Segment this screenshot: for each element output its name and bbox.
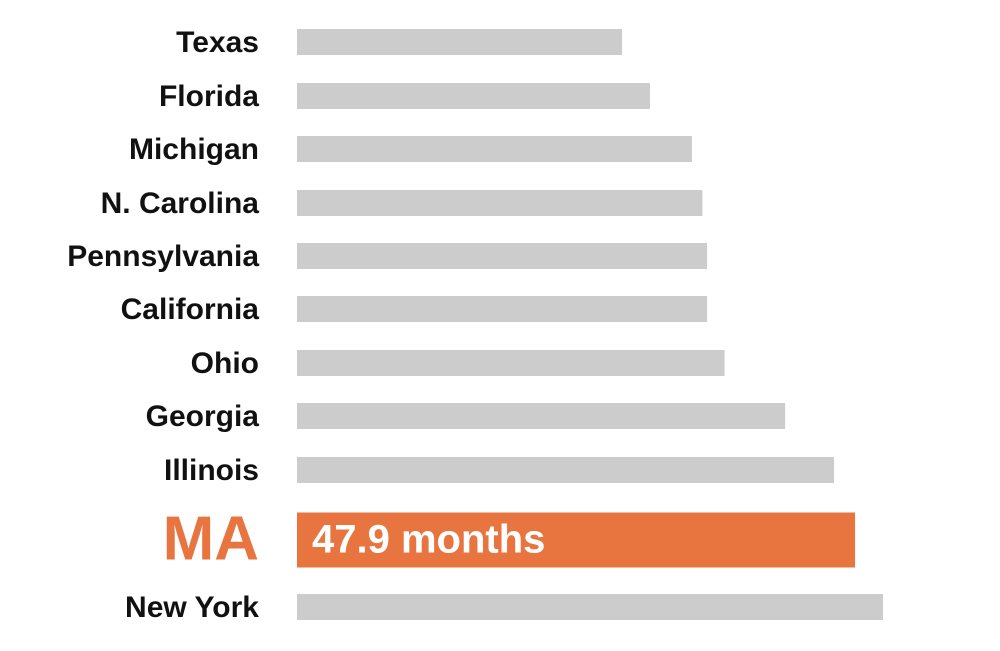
category-label: Texas — [176, 26, 259, 59]
category-label: Michigan — [129, 133, 259, 166]
bar — [297, 457, 835, 483]
bar — [297, 350, 725, 376]
bar — [297, 29, 623, 55]
bar — [297, 83, 650, 109]
category-label: California — [121, 293, 260, 326]
category-label: Georgia — [146, 400, 260, 433]
bar — [297, 512, 856, 568]
category-label: Ohio — [191, 347, 259, 380]
bar — [297, 594, 883, 620]
bar — [297, 403, 786, 429]
category-label: Illinois — [164, 454, 259, 487]
bar — [297, 190, 703, 216]
highlight-label: MA — [163, 504, 259, 573]
category-label: Pennsylvania — [67, 240, 259, 273]
bar — [297, 243, 708, 269]
category-label: N. Carolina — [101, 187, 260, 220]
bar — [297, 296, 708, 322]
value-label: 47.9 months — [312, 518, 545, 562]
bar — [297, 136, 692, 162]
category-label: New York — [125, 591, 259, 624]
category-label: Florida — [159, 80, 259, 113]
